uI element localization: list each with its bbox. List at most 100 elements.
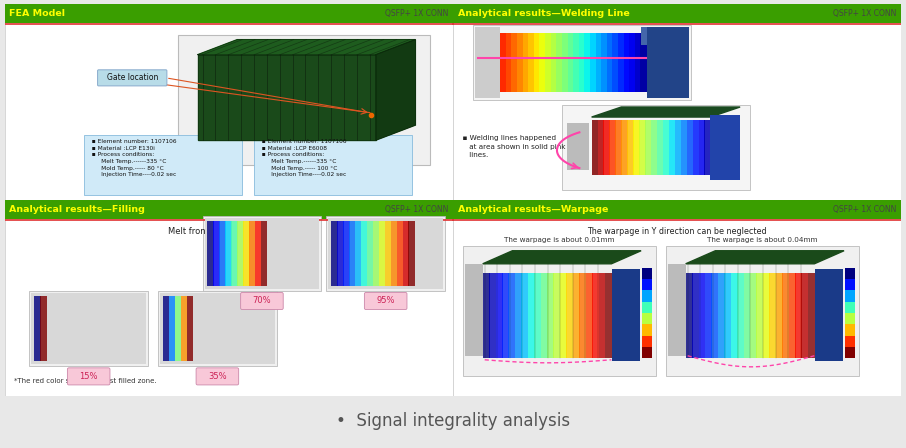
Bar	[845, 290, 855, 302]
Text: FEA Model: FEA Model	[9, 9, 65, 18]
Bar	[453, 4, 901, 201]
Bar	[226, 220, 232, 286]
Bar	[845, 268, 855, 279]
Bar	[603, 120, 610, 175]
Bar	[502, 273, 509, 358]
Bar	[5, 4, 453, 22]
Bar	[5, 201, 453, 396]
Bar	[397, 220, 403, 286]
Bar	[635, 33, 641, 92]
Text: *The red color shows the last filled zone.: *The red color shows the last filled zon…	[14, 379, 157, 384]
Bar	[495, 33, 501, 92]
Bar	[680, 120, 687, 175]
Bar	[473, 25, 690, 100]
Bar	[527, 273, 535, 358]
Text: 35%: 35%	[208, 372, 226, 381]
Bar	[390, 220, 397, 286]
Bar	[511, 33, 517, 92]
Bar	[560, 273, 567, 358]
Bar	[573, 273, 580, 358]
Bar	[669, 120, 675, 175]
Bar	[647, 26, 689, 98]
Bar	[776, 273, 783, 358]
Text: 70%: 70%	[253, 297, 271, 306]
Bar	[562, 33, 568, 92]
Bar	[40, 296, 46, 361]
Bar	[534, 33, 540, 92]
Bar	[757, 273, 764, 358]
Bar	[599, 273, 605, 358]
Text: QSFP+ 1X CONN: QSFP+ 1X CONN	[834, 9, 897, 18]
Bar	[692, 120, 699, 175]
Bar	[556, 33, 563, 92]
Text: QSFP+ 1X CONN: QSFP+ 1X CONN	[385, 205, 448, 214]
Bar	[642, 313, 652, 324]
Text: ▪ Element number: 1107106
  ▪ Material :LCP E6008
  ▪ Process conditions:
      : ▪ Element number: 1107106 ▪ Material :LC…	[258, 139, 346, 177]
Bar	[795, 273, 802, 358]
Bar	[261, 220, 267, 286]
Bar	[579, 33, 585, 92]
Bar	[465, 264, 483, 356]
Bar	[385, 220, 391, 286]
Bar	[645, 120, 651, 175]
Bar	[641, 33, 647, 92]
Bar	[744, 273, 750, 358]
Bar	[579, 273, 586, 358]
Bar	[5, 4, 453, 201]
Bar	[163, 296, 169, 361]
Bar	[496, 273, 503, 358]
Bar	[642, 324, 652, 336]
Bar	[699, 120, 705, 175]
Bar	[34, 296, 41, 361]
Bar	[29, 291, 148, 366]
FancyBboxPatch shape	[241, 293, 284, 310]
Bar	[687, 120, 693, 175]
Bar	[361, 220, 367, 286]
Bar	[710, 115, 740, 181]
Bar	[642, 302, 652, 313]
Bar	[618, 33, 624, 92]
Text: The warpage is about 0.04mm: The warpage is about 0.04mm	[707, 237, 817, 243]
Bar	[343, 220, 350, 286]
Polygon shape	[686, 251, 844, 264]
Bar	[181, 296, 188, 361]
Bar	[541, 273, 547, 358]
Bar	[489, 273, 496, 358]
Bar	[642, 279, 652, 290]
Bar	[642, 347, 652, 358]
Polygon shape	[376, 40, 415, 140]
Bar	[243, 220, 249, 286]
Bar	[641, 26, 647, 45]
Bar	[593, 273, 599, 358]
Bar	[808, 273, 814, 358]
Bar	[231, 220, 237, 286]
Bar	[372, 220, 380, 286]
Bar	[788, 273, 795, 358]
Bar	[675, 120, 681, 175]
Text: Gate location: Gate location	[107, 73, 158, 82]
Bar	[337, 220, 343, 286]
Bar	[219, 220, 226, 286]
Bar	[590, 33, 596, 92]
Bar	[615, 120, 622, 175]
Bar	[802, 273, 808, 358]
Bar	[605, 273, 612, 358]
Bar	[409, 220, 415, 286]
Bar	[731, 273, 737, 358]
Bar	[205, 218, 319, 289]
Bar	[592, 120, 598, 175]
Bar	[573, 33, 579, 92]
Bar	[612, 269, 641, 361]
Bar	[367, 220, 373, 286]
Bar	[379, 220, 385, 286]
Bar	[203, 215, 322, 291]
Text: Analytical results—Welding Line: Analytical results—Welding Line	[458, 9, 630, 18]
Bar	[585, 273, 593, 358]
Bar	[463, 246, 656, 376]
FancyBboxPatch shape	[98, 70, 167, 86]
Bar	[160, 293, 275, 364]
Bar	[711, 273, 718, 358]
Bar	[515, 273, 522, 358]
Bar	[237, 220, 244, 286]
Bar	[489, 33, 495, 92]
